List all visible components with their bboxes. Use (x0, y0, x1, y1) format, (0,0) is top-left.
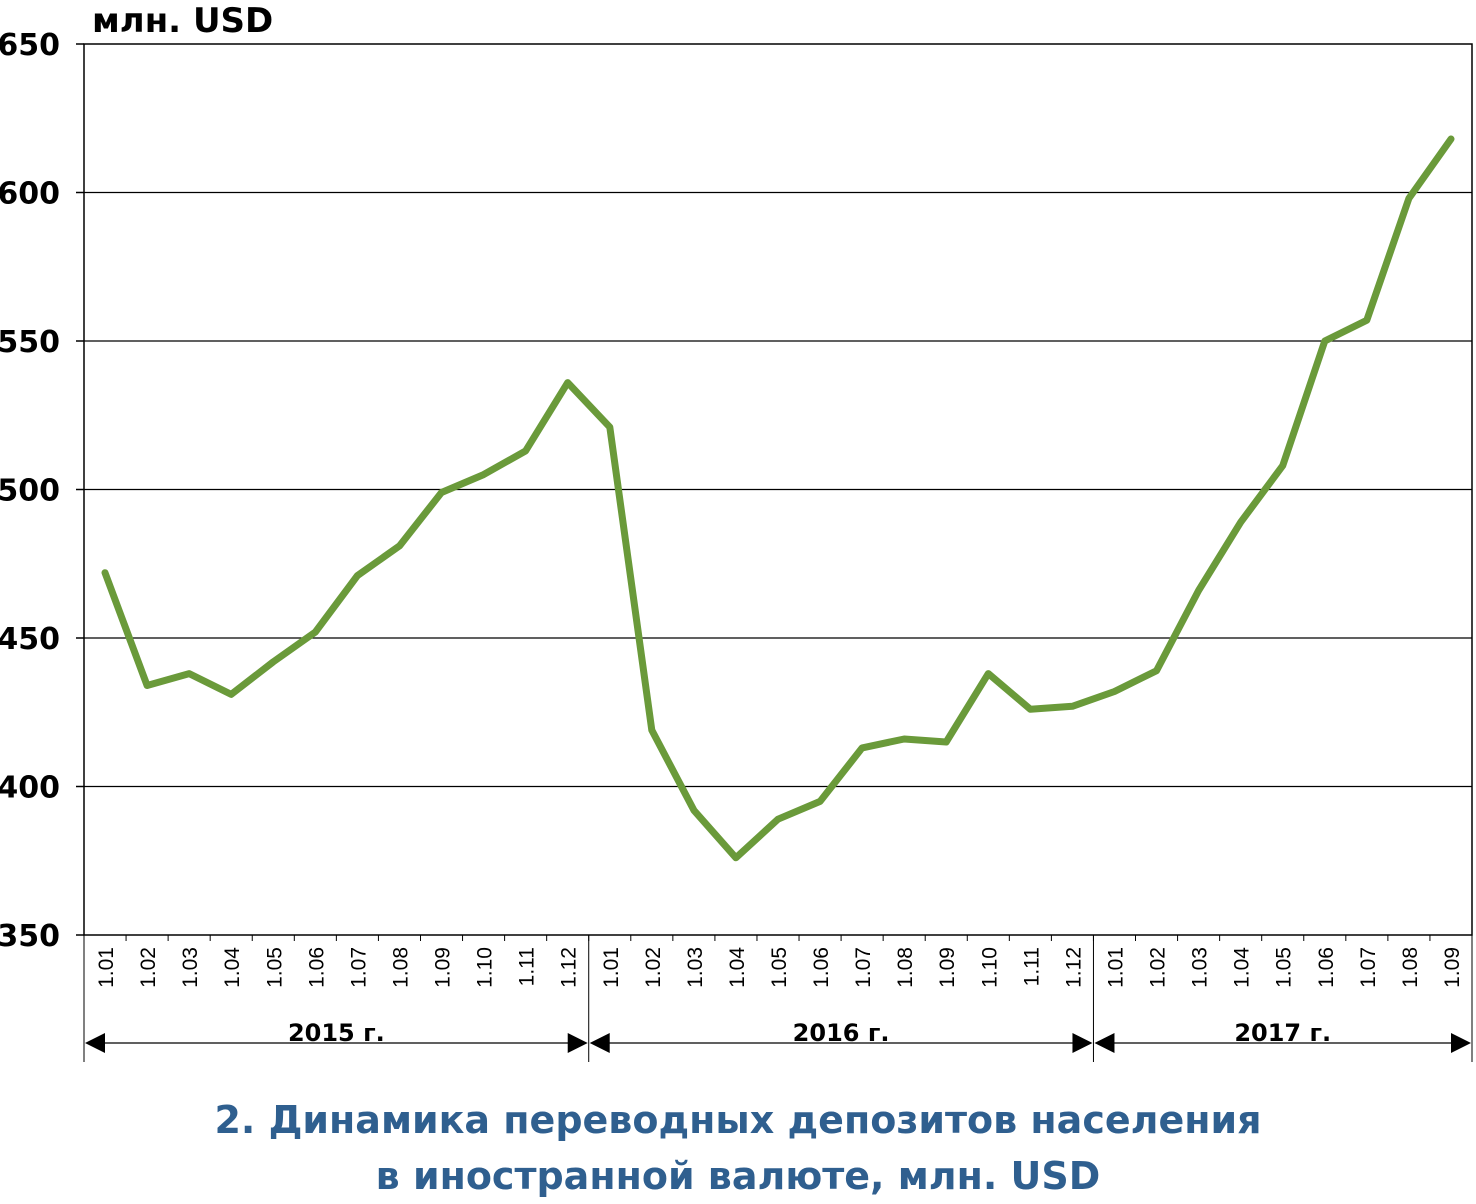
arrow-right-icon (1451, 1033, 1471, 1053)
data-point (690, 807, 697, 814)
x-tick-label: 1.04 (1231, 947, 1254, 988)
y-tick-label: 550 (0, 325, 60, 360)
data-point (1195, 587, 1202, 594)
data-point (1447, 136, 1454, 143)
data-point (144, 682, 151, 689)
x-tick-label: 1.10 (474, 947, 497, 988)
data-point (102, 569, 109, 576)
data-point (186, 670, 193, 677)
caption-line-2: в иностранной валюте, млн. USD (375, 1154, 1101, 1198)
data-point (1237, 519, 1244, 526)
x-tick-label: 1.12 (558, 947, 581, 988)
x-tick-label: 1.07 (347, 947, 370, 988)
data-point (943, 738, 950, 745)
data-point (270, 658, 277, 665)
x-tick-label: 1.03 (684, 947, 707, 988)
data-point (354, 572, 361, 579)
x-tick-label: 1.02 (137, 947, 160, 988)
x-tick-label: 1.08 (389, 947, 412, 988)
x-tick-label: 1.05 (263, 947, 286, 988)
arrow-left-icon (85, 1033, 105, 1053)
data-point (985, 670, 992, 677)
caption-line-1: 2. Динамика переводных депозитов населен… (214, 1098, 1262, 1142)
data-point (522, 447, 529, 454)
y-tick-label: 350 (0, 919, 60, 954)
data-point (1111, 688, 1118, 695)
data-point (606, 424, 613, 431)
x-tick-label: 1.10 (978, 947, 1001, 988)
data-point (859, 744, 866, 751)
data-point (228, 691, 235, 698)
x-tick-label: 1.12 (1062, 947, 1085, 988)
x-tick-labels: 1.01 1.02 1.03 1.04 1.05 1.06 1.07 1.08 1.09 1.10… (95, 947, 1464, 988)
x-tick-label: 1.07 (852, 947, 875, 988)
data-point (732, 854, 739, 861)
series-line (101, 135, 1455, 862)
y-tick-labels: 350 400 450 500 550 600 650 (0, 28, 60, 954)
y-tick-label: 400 (0, 771, 60, 806)
arrow-left-icon (589, 1033, 610, 1053)
data-point (564, 379, 571, 386)
data-point (901, 735, 908, 742)
x-tick-label: 1.06 (305, 947, 328, 988)
data-point (1405, 195, 1412, 202)
data-point (1069, 703, 1076, 710)
x-tick-label: 1.03 (179, 947, 202, 988)
year-label: 2015 г. (288, 1019, 385, 1047)
x-tick-label: 1.02 (1147, 947, 1170, 988)
x-tick-label: 1.02 (642, 947, 665, 988)
data-point (1279, 462, 1286, 469)
x-tick-label: 1.06 (1315, 947, 1338, 988)
x-tick-label: 1.09 (432, 947, 455, 988)
x-tick-label: 1.08 (894, 947, 917, 988)
grid-lines (76, 43, 1473, 941)
x-tick-label: 1.01 (600, 947, 623, 988)
x-tick-label: 1.09 (936, 947, 959, 988)
x-tick-label: 1.08 (1399, 947, 1422, 988)
x-tick-label: 1.01 (1104, 947, 1127, 988)
data-point (480, 471, 487, 478)
data-point (1027, 706, 1034, 713)
x-tick-label: 1.05 (768, 947, 791, 988)
y-tick-label: 600 (0, 177, 60, 212)
data-point (438, 489, 445, 496)
data-point (1321, 338, 1328, 344)
series-layer (101, 135, 1455, 862)
x-tick-label: 1.11 (516, 947, 539, 986)
chart-caption: 2. Динамика переводных депозитов населен… (0, 1092, 1476, 1204)
data-point (775, 816, 781, 823)
x-tick-label: 1.04 (221, 947, 244, 988)
data-point (1363, 317, 1370, 324)
year-label: 2017 г. (1234, 1019, 1331, 1047)
x-tick-label: 1.01 (95, 947, 118, 988)
x-tick-label: 1.04 (726, 947, 749, 988)
y-tick-label: 650 (0, 28, 60, 63)
data-point (396, 542, 403, 549)
y-tick-label: 500 (0, 474, 60, 509)
data-point (1153, 667, 1160, 674)
year-groups: 2015 г. 2016 г. 2017 г. (83, 935, 1473, 1062)
arrow-left-icon (1094, 1033, 1115, 1053)
arrow-right-icon (1072, 1033, 1093, 1053)
y-tick-label: 450 (0, 622, 60, 657)
y-axis-label: млн. USD (92, 1, 273, 41)
plot-frame (83, 43, 1473, 936)
x-tick-label: 1.05 (1273, 947, 1296, 988)
x-tick-label: 1.06 (810, 947, 833, 988)
x-tick-label: 1.11 (1020, 947, 1043, 986)
data-point (648, 727, 655, 734)
x-tick-label: 1.03 (1189, 947, 1212, 988)
year-label: 2016 г. (793, 1019, 890, 1047)
arrow-right-icon (567, 1033, 588, 1053)
x-tick-label: 1.09 (1441, 947, 1464, 988)
data-point (312, 629, 319, 636)
data-point (817, 798, 824, 805)
x-tick-label: 1.07 (1357, 947, 1380, 988)
